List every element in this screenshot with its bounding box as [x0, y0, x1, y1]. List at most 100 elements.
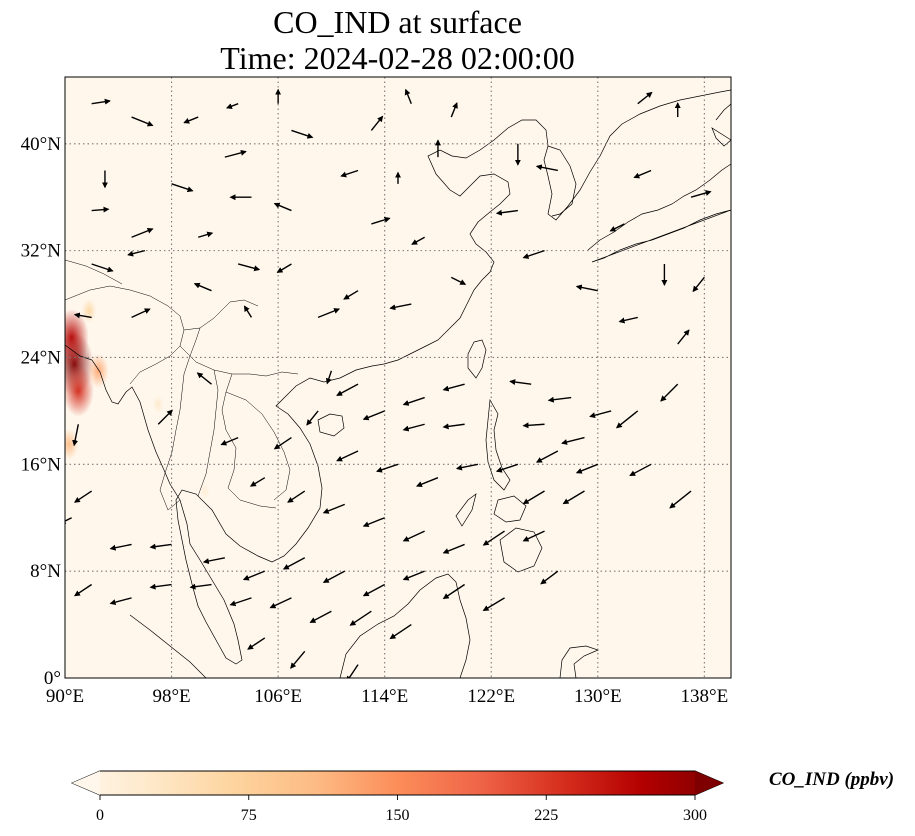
concentration-hotspot — [65, 428, 79, 460]
wind-arrow — [325, 370, 333, 385]
wind-arrow — [343, 290, 359, 300]
wind-arrow — [149, 543, 172, 550]
concentration-hotspot — [199, 482, 210, 500]
wind-arrow — [282, 557, 306, 570]
concentration-hotspot — [152, 395, 164, 414]
wind-arrow — [535, 450, 559, 463]
chart-title-line1: CO_IND at surface — [273, 4, 522, 40]
wind-arrow — [220, 436, 239, 446]
latitude-ticks: 0° 8°N 16°N 24°N 32°N 40°N — [21, 134, 62, 689]
korea-coastline — [547, 145, 577, 217]
map-frame — [64, 76, 732, 679]
latitude-tick-label: 32°N — [21, 241, 62, 262]
wind-arrow — [547, 396, 572, 403]
wind-arrow — [249, 477, 266, 487]
wind-arrow — [618, 316, 638, 324]
latitude-tick-label: 8°N — [30, 561, 61, 582]
wind-arrow — [273, 437, 292, 450]
wind-arrow — [73, 312, 92, 319]
colorbar-ticks: 0 75 150 225 300 — [96, 795, 707, 824]
concentration-hotspot — [87, 353, 109, 389]
wind-arrow — [226, 103, 239, 109]
concentration-hotspot — [81, 298, 97, 323]
wind-arrow — [276, 263, 292, 273]
wind-arrow — [416, 477, 439, 487]
wind-arrow — [91, 206, 110, 213]
longitude-ticks: 90°E 98°E 106°E 114°E 122°E 130°E 138°E — [46, 686, 728, 707]
wind-arrow — [589, 410, 612, 419]
luzon-coastline — [485, 398, 511, 491]
longitude-tick-label: 130°E — [574, 686, 622, 707]
wind-arrow — [74, 583, 93, 597]
wind-arrow — [109, 543, 132, 551]
wind-arrow — [575, 284, 598, 292]
wind-arrow — [402, 396, 425, 406]
wind-arrow — [193, 282, 212, 292]
colorbar-under-extension — [72, 771, 100, 795]
wind-arrow — [247, 637, 266, 650]
wind-arrow — [411, 236, 425, 245]
wind-arrow — [131, 227, 154, 238]
wind-arrow — [482, 597, 505, 612]
colorbar-tick-label: 75 — [241, 807, 257, 824]
wind-arrow — [371, 216, 391, 225]
wind-arrow — [171, 183, 194, 193]
taiwan-coastline — [467, 339, 487, 379]
colorbar-tick-label: 300 — [683, 807, 707, 824]
wind-arrow — [455, 463, 479, 471]
wind-arrow — [74, 490, 93, 503]
colorbar-tick-label: 150 — [386, 807, 410, 824]
wind-arrow — [562, 490, 585, 505]
longitude-tick-label: 106°E — [254, 686, 302, 707]
wind-arrow — [109, 597, 132, 606]
wind-arrow — [290, 650, 306, 669]
wind-arrow — [669, 490, 692, 509]
coastlines-and-borders — [65, 89, 731, 678]
wind-arrow — [196, 372, 212, 385]
longitude-tick-label: 122°E — [467, 686, 515, 707]
wind-arrow — [362, 410, 385, 421]
longitude-tick-label: 90°E — [46, 686, 84, 707]
wind-arrow — [402, 530, 425, 542]
wind-arrow — [615, 410, 639, 429]
sumatra-coastline — [129, 614, 207, 678]
longitude-tick-label: 138°E — [681, 686, 729, 707]
concentration-hotspot — [65, 364, 94, 417]
wind-arrow — [442, 543, 465, 554]
wind-arrow — [522, 422, 545, 429]
wind-arrow — [370, 115, 384, 131]
wind-arrow — [336, 383, 359, 396]
wind-arrow — [336, 450, 359, 462]
wind-arrow — [273, 202, 292, 212]
wind-arrow — [362, 583, 386, 597]
wind-arrow — [637, 91, 653, 105]
wind-arrow — [495, 463, 519, 473]
wind-arrow — [442, 383, 465, 392]
wind-arrow — [349, 610, 372, 626]
visayas-coastline — [493, 495, 527, 523]
wind-arrow — [131, 308, 151, 319]
wind-arrow — [317, 308, 341, 319]
chart-title-line2: Time: 2024-02-28 02:00:00 — [220, 40, 575, 76]
wind-arrow — [127, 249, 146, 257]
mindanao-coastline — [499, 527, 543, 573]
latitude-tick-label: 24°N — [21, 347, 62, 368]
colorbar-over-extension — [695, 771, 723, 795]
wind-arrow — [309, 610, 332, 624]
japan-coastline — [587, 163, 731, 263]
colorbar-title: CO_IND (ppbv) — [769, 769, 895, 790]
wind-arrow — [495, 209, 518, 216]
hainan-coastline — [317, 413, 345, 437]
wind-arrow — [189, 583, 212, 590]
wind-arrow — [522, 530, 545, 542]
colorbar: 0 75 150 225 300 — [70, 770, 725, 824]
latitude-tick-label: 0° — [44, 668, 61, 689]
mainland-coastline — [65, 89, 731, 665]
wind-arrow — [609, 223, 625, 232]
concentration-field — [65, 298, 210, 500]
latitude-tick-label: 40°N — [21, 134, 62, 155]
wind-arrow — [690, 190, 712, 198]
concentration-hotspot — [65, 308, 89, 366]
wind-arrow — [131, 116, 154, 127]
palawan-coastline — [455, 493, 477, 527]
